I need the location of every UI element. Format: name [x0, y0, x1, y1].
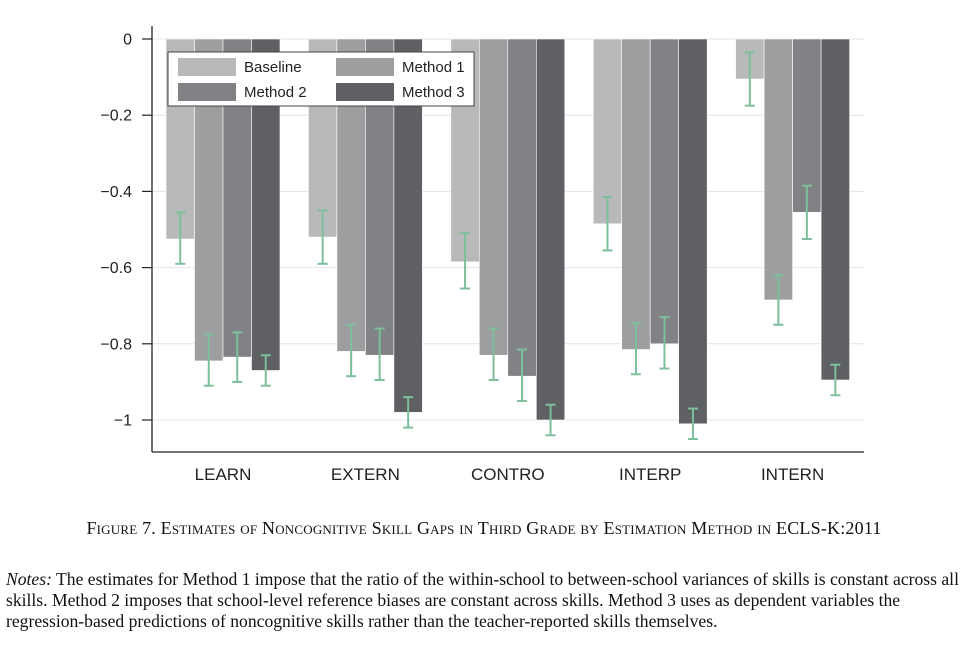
y-tick-label: −0.8: [100, 336, 132, 353]
x-category-label: INTERN: [761, 465, 824, 484]
y-tick-label: 0: [123, 32, 132, 49]
bar-contro-method-3: [535, 38, 566, 421]
legend-swatch-baseline: [178, 58, 236, 76]
notes-label: Notes:: [6, 569, 52, 589]
bar-intern-method-3: [820, 38, 850, 381]
legend-label-baseline: Baseline: [244, 59, 302, 76]
bar-contro-method-1: [478, 38, 509, 356]
legend-label-method-1: Method 1: [402, 59, 465, 76]
y-tick-label: −0.2: [100, 108, 132, 125]
y-tick-label: −0.4: [100, 184, 132, 201]
bar-interp-method-2: [649, 38, 680, 345]
legend-label-method-2: Method 2: [244, 84, 307, 101]
x-category-label: CONTRO: [471, 465, 545, 484]
legend-swatch-method-2: [178, 83, 236, 101]
x-category-label: LEARN: [195, 465, 252, 484]
y-tick-label: −0.6: [100, 260, 132, 277]
legend-swatch-method-1: [336, 58, 394, 76]
y-tick-label: −1: [114, 413, 132, 430]
notes-text: The estimates for Method 1 impose that t…: [6, 569, 959, 631]
figure-caption: Figure 7. Estimates of Noncognitive Skil…: [86, 518, 882, 538]
bar-contro-method-2: [507, 38, 537, 377]
bar-chart: 0 −0.2 −0.4 −0.6 −0.8 −1 LEARN EXTERN CONTRO INTE…: [100, 26, 864, 484]
bar-intern-method-1: [763, 38, 793, 301]
figure-notes: Notes: The estimates for Method 1 impose…: [6, 569, 964, 632]
legend-label-method-3: Method 3: [402, 84, 465, 101]
legend-swatch-method-3: [336, 83, 394, 101]
x-category-label: EXTERN: [331, 465, 400, 484]
bar-interp-method-3: [678, 38, 708, 425]
x-category-label: INTERP: [619, 465, 681, 484]
bar-interp-baseline: [592, 38, 623, 225]
bar-interp-method-1: [621, 38, 651, 350]
